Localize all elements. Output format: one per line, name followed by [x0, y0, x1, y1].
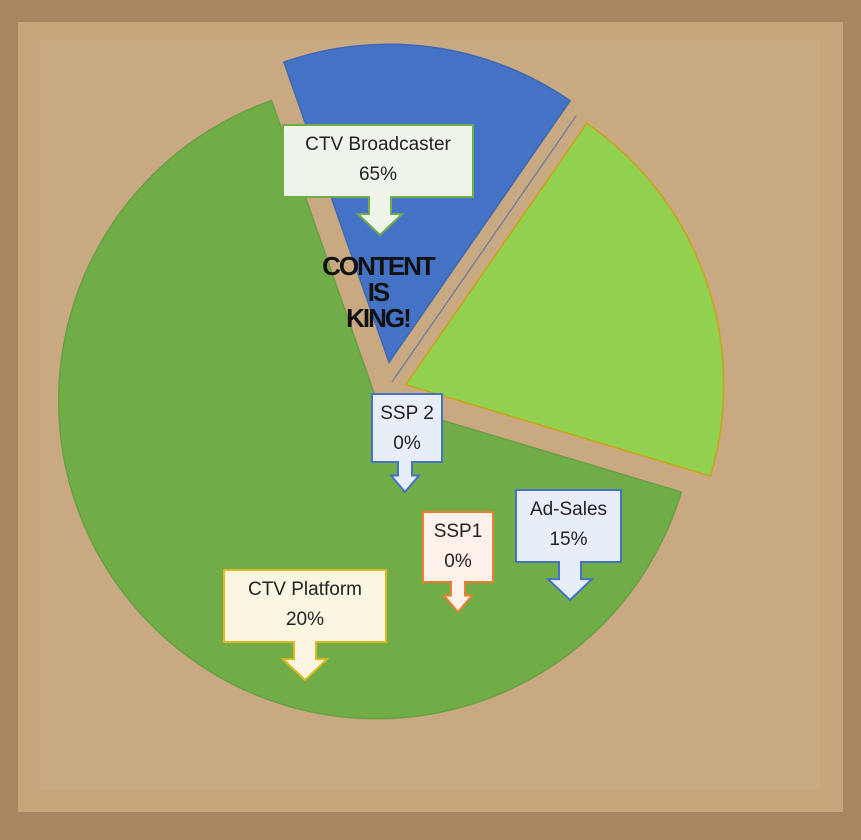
callout-category: Ad-Sales: [530, 499, 607, 520]
callout-value: 15%: [549, 529, 587, 550]
callout-value: 20%: [286, 609, 324, 630]
callout-category: SSP 2: [380, 403, 434, 424]
callout-category: CTV Platform: [248, 579, 362, 600]
callout-value: 65%: [359, 164, 397, 185]
annotation: KING!: [346, 303, 410, 333]
callout-value: 0%: [393, 433, 421, 454]
callout-category: CTV Broadcaster: [305, 134, 451, 155]
callout-category: SSP1: [434, 521, 483, 542]
callout-value: 0%: [444, 551, 472, 572]
chart: CONTENTISKING! CTV Broadcaster65%Ad-Sale…: [0, 0, 861, 840]
